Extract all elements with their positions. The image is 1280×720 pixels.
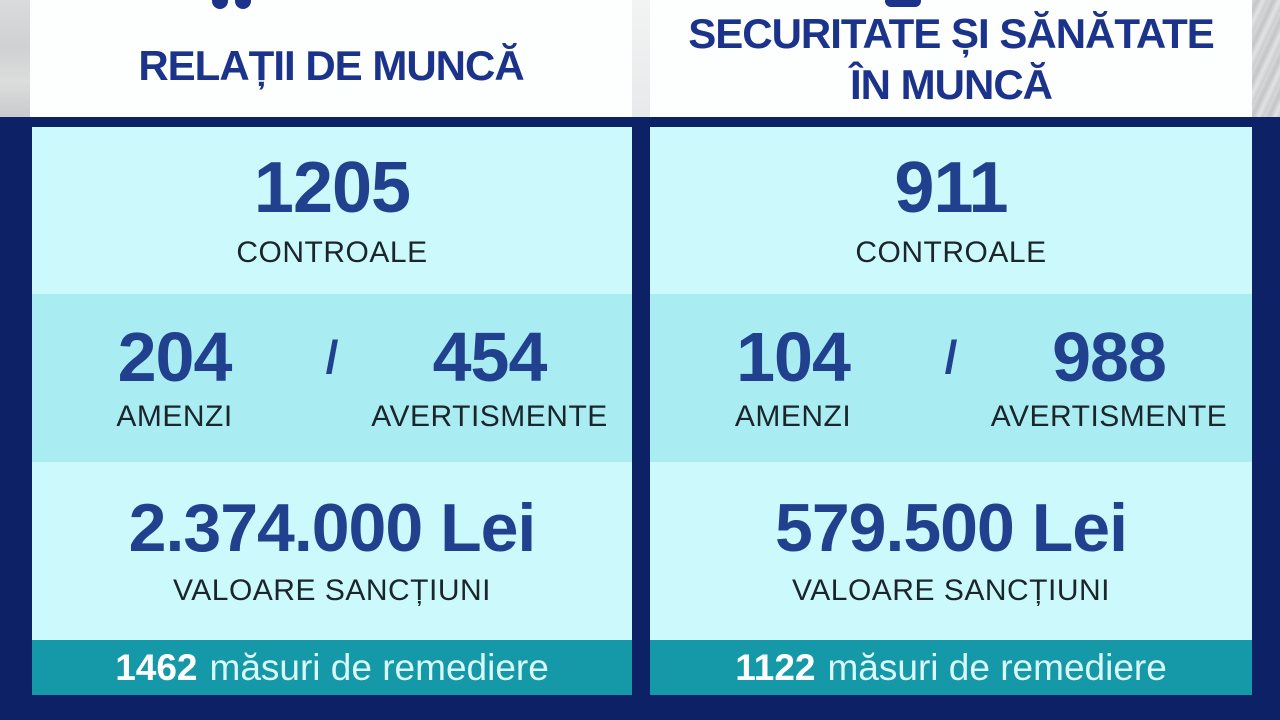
sanctiuni-value: 579.500 Lei <box>775 490 1128 566</box>
sanctiuni-label: VALOARE SANCȚIUNI <box>791 574 1110 607</box>
backdrop-texture-right <box>1252 0 1280 117</box>
amenzi-value: 104 <box>736 318 851 396</box>
header-card-securitate-sanatate: SECURITATE ȘI SĂNĂTATE ÎN MUNCĂ <box>650 0 1252 117</box>
header-card-relatii-de-munca: RELAȚII DE MUNCĂ <box>30 0 632 117</box>
remediere-label: măsuri de remediere <box>827 646 1167 688</box>
panel-securitate-sanatate: 911 CONTROALE 104 AMENZI / 988 AVERTISME… <box>650 127 1252 695</box>
slash-separator: / <box>325 331 339 383</box>
controale-value: 1205 <box>253 147 411 228</box>
partial-icon <box>212 0 251 9</box>
controale-section: 1205 CONTROALE <box>32 127 632 294</box>
amenzi-avertismente-pair: 204 AMENZI / 454 AVERTISMENTE <box>32 322 632 434</box>
remediere-value: 1462 <box>115 646 198 688</box>
amenzi-label: AMENZI <box>734 400 852 433</box>
backdrop-texture-left <box>0 0 30 117</box>
controale-value: 911 <box>894 147 1008 228</box>
column-title-securitate-sanatate: SECURITATE ȘI SĂNĂTATE ÎN MUNCĂ <box>688 8 1215 110</box>
header-divider <box>632 0 650 117</box>
panel-relatii-de-munca: 1205 CONTROALE 204 AMENZI / 454 AVERTISM… <box>32 127 632 695</box>
valoare-sanctiuni-section: 2.374.000 Lei VALOARE SANCȚIUNI <box>32 462 632 640</box>
sanctiuni-value: 2.374.000 Lei <box>128 490 537 566</box>
amenzi-avertismente-pair: 104 AMENZI / 988 AVERTISMENTE <box>650 322 1252 434</box>
title-line-2: ÎN MUNCĂ <box>850 60 1053 108</box>
remediere-value: 1122 <box>735 646 816 688</box>
amenzi-avertismente-section: 204 AMENZI / 454 AVERTISMENTE <box>32 294 632 462</box>
amenzi-group: 204 AMENZI <box>32 322 317 434</box>
column-title-relatii-de-munca: RELAȚII DE MUNCĂ <box>138 42 524 89</box>
partial-icon <box>885 0 921 7</box>
avertismente-label: AVERTISMENTE <box>990 400 1228 433</box>
amenzi-value: 204 <box>117 318 233 396</box>
controale-label: CONTROALE <box>855 235 1047 269</box>
amenzi-label: AMENZI <box>116 400 233 433</box>
avertismente-value: 988 <box>1052 318 1167 396</box>
title-line-1: SECURITATE ȘI SĂNĂTATE <box>688 9 1215 57</box>
amenzi-avertismente-section: 104 AMENZI / 988 AVERTISMENTE <box>650 294 1252 462</box>
remediere-label: măsuri de remediere <box>209 646 549 688</box>
slash-separator: / <box>944 331 958 383</box>
avertismente-group: 454 AVERTISMENTE <box>347 322 632 434</box>
controale-section: 911 CONTROALE <box>650 127 1252 294</box>
avertismente-value: 454 <box>432 318 548 396</box>
amenzi-group: 104 AMENZI <box>650 322 936 434</box>
masuri-remediere-bar: 1122 măsuri de remediere <box>650 640 1252 695</box>
avertismente-group: 988 AVERTISMENTE <box>966 322 1252 434</box>
masuri-remediere-bar: 1462 măsuri de remediere <box>32 640 632 695</box>
valoare-sanctiuni-section: 579.500 Lei VALOARE SANCȚIUNI <box>650 462 1252 640</box>
controale-label: CONTROALE <box>236 235 428 269</box>
header-band: RELAȚII DE MUNCĂ SECURITATE ȘI SĂNĂTATE … <box>30 0 1252 117</box>
avertismente-label: AVERTISMENTE <box>371 400 608 433</box>
sanctiuni-label: VALOARE SANCȚIUNI <box>172 574 491 607</box>
